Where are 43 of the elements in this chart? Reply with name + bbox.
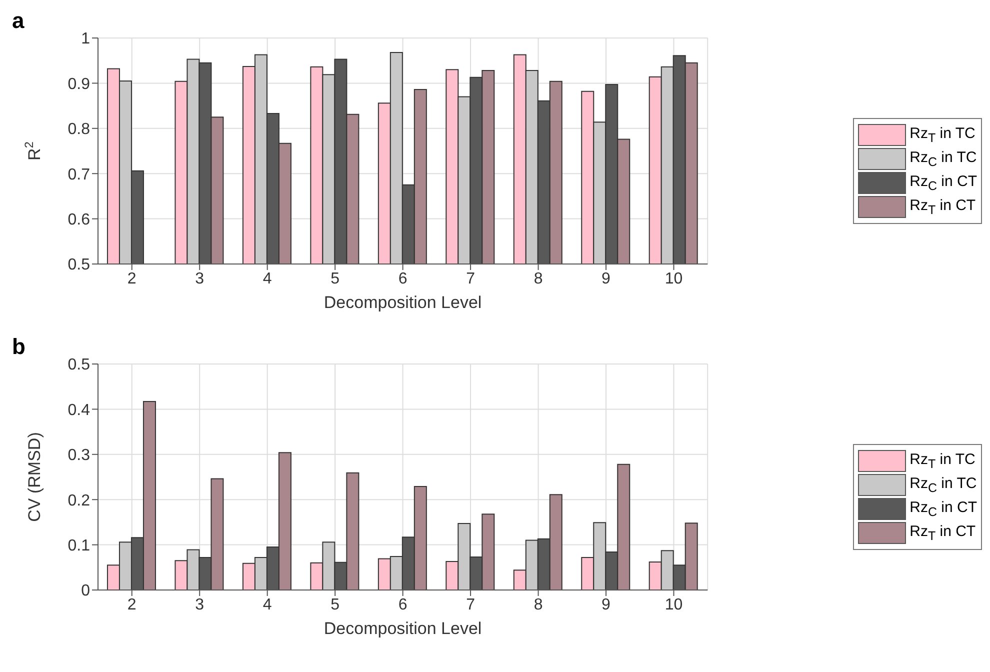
x-tick-label: 8 xyxy=(534,596,543,614)
legend-label: Rz$_{T}$ in CT xyxy=(910,197,976,217)
x-tick-label: 3 xyxy=(195,270,204,288)
y-tick-label: 0.7 xyxy=(68,166,90,184)
x-tick-label: 6 xyxy=(398,596,408,614)
y-tick-label: 0.9 xyxy=(68,76,90,93)
chart-title: b xyxy=(12,334,26,360)
y-axis-title: CV (RMSD) xyxy=(25,432,44,522)
x-tick-label: 10 xyxy=(664,596,683,614)
chart-title: a xyxy=(12,8,24,34)
legend-label: Rz$_{T}$ in TC xyxy=(910,451,976,471)
x-tick-label: 9 xyxy=(602,596,611,614)
y-tick-label: 0.2 xyxy=(68,492,90,510)
x-tick-label: 4 xyxy=(262,270,272,288)
x-tick-label: 6 xyxy=(398,270,408,288)
y-tick-label: 0.8 xyxy=(68,121,90,138)
x-tick-label: 5 xyxy=(330,596,340,614)
y-tick-label: 0.5 xyxy=(68,256,90,274)
y-tick-label: 0.6 xyxy=(68,211,90,228)
x-tick-label: 3 xyxy=(195,596,204,614)
legend-label: Rz$_{T}$ in CT xyxy=(910,523,976,543)
legend-label: Rz$_{T}$ in TC xyxy=(910,125,976,145)
x-tick-label: 4 xyxy=(262,596,272,614)
x-tick-label: 7 xyxy=(466,270,476,288)
x-tick-label: 2 xyxy=(127,270,136,288)
y-tick-label: 1 xyxy=(81,30,90,48)
legend-label: Rz$_{C}$ in TC xyxy=(910,149,977,169)
y-tick-label: 0.1 xyxy=(68,537,90,554)
y-tick-label: 0 xyxy=(81,582,90,600)
x-tick-label: 8 xyxy=(534,270,543,288)
y-tick-label: 0.3 xyxy=(68,447,90,464)
x-tick-label: 10 xyxy=(664,270,683,288)
legend-label: Rz$_{C}$ in CT xyxy=(910,173,977,193)
y-tick-label: 0.4 xyxy=(68,402,90,419)
x-axis-title: Decomposition Level xyxy=(324,293,482,312)
legend-label: Rz$_{C}$ in TC xyxy=(910,475,977,495)
y-tick-label: 0.5 xyxy=(68,356,90,374)
x-axis-title: Decomposition Level xyxy=(324,619,482,638)
x-tick-label: 5 xyxy=(330,270,340,288)
x-tick-label: 2 xyxy=(127,596,136,614)
legend-label: Rz$_{C}$ in CT xyxy=(910,499,977,519)
x-tick-label: 9 xyxy=(602,270,611,288)
x-tick-label: 7 xyxy=(466,596,476,614)
